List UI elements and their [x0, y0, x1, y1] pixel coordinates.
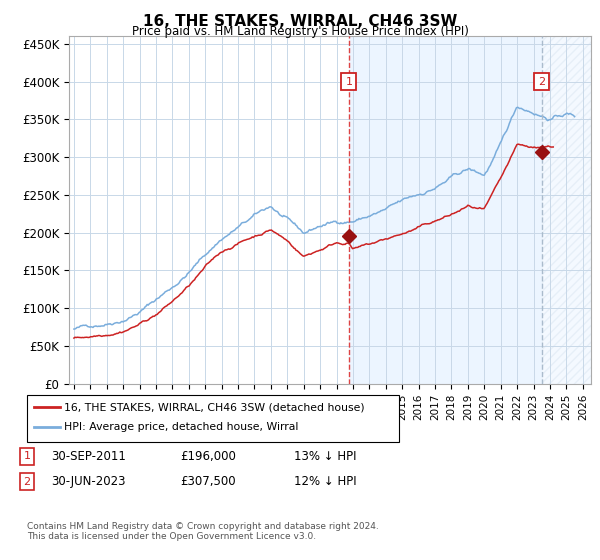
Text: 12% ↓ HPI: 12% ↓ HPI — [294, 475, 356, 488]
Text: 2: 2 — [538, 77, 545, 87]
Text: £196,000: £196,000 — [180, 450, 236, 463]
Text: 2: 2 — [23, 477, 31, 487]
Text: Contains HM Land Registry data © Crown copyright and database right 2024.
This d: Contains HM Land Registry data © Crown c… — [27, 522, 379, 542]
Text: 16, THE STAKES, WIRRAL, CH46 3SW: 16, THE STAKES, WIRRAL, CH46 3SW — [143, 14, 457, 29]
Text: Price paid vs. HM Land Registry's House Price Index (HPI): Price paid vs. HM Land Registry's House … — [131, 25, 469, 38]
Text: 13% ↓ HPI: 13% ↓ HPI — [294, 450, 356, 463]
Text: 1: 1 — [346, 77, 352, 87]
Text: 1: 1 — [23, 451, 31, 461]
Bar — [349, 36, 542, 384]
Text: 30-SEP-2011: 30-SEP-2011 — [51, 450, 126, 463]
Text: 16, THE STAKES, WIRRAL, CH46 3SW (detached house): 16, THE STAKES, WIRRAL, CH46 3SW (detach… — [64, 402, 365, 412]
Text: HPI: Average price, detached house, Wirral: HPI: Average price, detached house, Wirr… — [64, 422, 299, 432]
Text: £307,500: £307,500 — [180, 475, 236, 488]
Text: 30-JUN-2023: 30-JUN-2023 — [51, 475, 125, 488]
Bar — [542, 36, 591, 384]
